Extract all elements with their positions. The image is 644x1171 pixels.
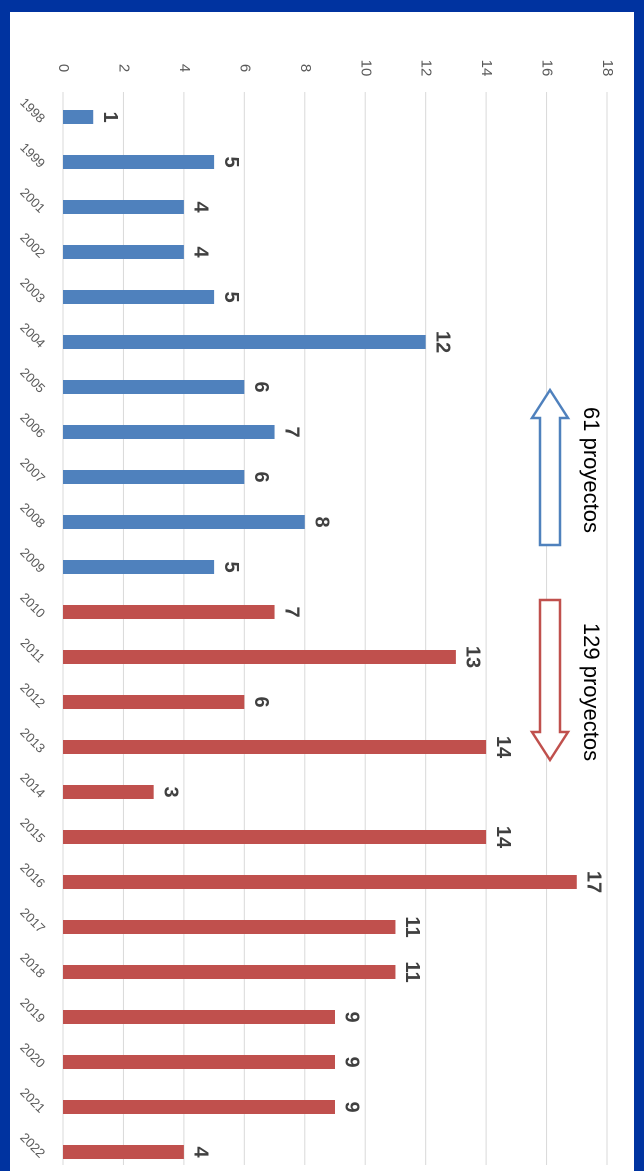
x-tick-label: 2009 bbox=[17, 545, 48, 576]
value-label: 7 bbox=[280, 426, 302, 437]
bar bbox=[63, 245, 184, 259]
x-tick-label: 2011 bbox=[18, 635, 48, 665]
bar bbox=[63, 650, 456, 664]
y-tick-label: 14 bbox=[478, 60, 495, 77]
x-tick-label: 2010 bbox=[17, 590, 48, 621]
bar bbox=[62, 920, 396, 934]
value-label: 6 bbox=[250, 381, 272, 392]
bar bbox=[63, 1145, 184, 1159]
bar bbox=[63, 200, 184, 214]
x-tick-label: 1998 bbox=[17, 95, 48, 126]
y-tick-label: 10 bbox=[357, 60, 374, 77]
value-label: 4 bbox=[190, 1146, 212, 1158]
bar bbox=[63, 875, 577, 889]
x-tick-label: 2022 bbox=[17, 1130, 48, 1161]
value-label: 12 bbox=[431, 331, 453, 353]
bar bbox=[63, 1055, 335, 1069]
bar bbox=[63, 335, 426, 349]
bar bbox=[63, 290, 215, 304]
x-tick-label: 2020 bbox=[17, 1040, 48, 1071]
bar bbox=[63, 740, 487, 754]
bar bbox=[63, 110, 94, 124]
bar bbox=[63, 470, 245, 484]
value-label: 1 bbox=[99, 111, 121, 122]
bar bbox=[63, 515, 305, 529]
value-label: 13 bbox=[462, 646, 484, 668]
bar bbox=[63, 695, 245, 709]
bar bbox=[63, 560, 215, 574]
x-tick-label: 2007 bbox=[17, 455, 48, 486]
value-label: 14 bbox=[492, 736, 514, 759]
x-tick-label: 2005 bbox=[17, 365, 48, 396]
value-label: 4 bbox=[190, 246, 212, 258]
x-tick-label: 1999 bbox=[17, 140, 48, 171]
value-label: 14 bbox=[492, 826, 514, 849]
annotation-text: 129 proyectos bbox=[579, 623, 604, 761]
value-label: 5 bbox=[220, 156, 242, 167]
value-label: 3 bbox=[159, 786, 181, 797]
bar bbox=[62, 425, 275, 439]
x-tick-label: 2015 bbox=[17, 815, 48, 846]
bar bbox=[63, 1100, 335, 1114]
x-tick-label: 2008 bbox=[17, 500, 48, 531]
value-label: 9 bbox=[341, 1101, 363, 1112]
y-tick-label: 0 bbox=[55, 64, 72, 72]
value-label: 4 bbox=[190, 201, 212, 213]
x-tick-label: 2019 bbox=[17, 995, 48, 1026]
x-tick-label: 2021 bbox=[17, 1085, 48, 1116]
annotation-arrow bbox=[529, 598, 571, 763]
x-tick-label: 2013 bbox=[17, 725, 48, 756]
x-tick-label: 2004 bbox=[17, 320, 48, 351]
value-label: 6 bbox=[250, 696, 272, 707]
value-label: 9 bbox=[341, 1056, 363, 1067]
x-tick-label: 2018 bbox=[17, 950, 48, 981]
value-label: 6 bbox=[250, 471, 272, 482]
bar bbox=[63, 830, 487, 844]
y-tick-label: 18 bbox=[599, 60, 616, 77]
value-label: 5 bbox=[220, 561, 242, 572]
y-tick-label: 16 bbox=[539, 60, 556, 77]
y-tick-label: 6 bbox=[236, 64, 253, 72]
value-label: 7 bbox=[280, 606, 302, 617]
value-label: 11 bbox=[401, 961, 423, 982]
annotation-text: 61 proyectos bbox=[579, 407, 604, 533]
bar bbox=[62, 785, 154, 799]
y-tick-label: 4 bbox=[176, 64, 193, 72]
bar bbox=[62, 605, 275, 619]
bar bbox=[63, 1010, 335, 1024]
x-tick-label: 2014 bbox=[17, 770, 48, 801]
x-tick-label: 2012 bbox=[17, 680, 48, 711]
value-label: 9 bbox=[341, 1011, 363, 1022]
y-tick-label: 12 bbox=[418, 60, 435, 77]
bar bbox=[62, 965, 396, 979]
x-tick-label: 2003 bbox=[17, 275, 48, 306]
x-tick-label: 2017 bbox=[17, 905, 48, 936]
x-tick-label: 2002 bbox=[17, 230, 48, 261]
annotation-arrow bbox=[529, 387, 571, 547]
x-tick-label: 2001 bbox=[17, 185, 48, 216]
value-label: 5 bbox=[220, 291, 242, 302]
bar bbox=[63, 380, 245, 394]
x-tick-label: 2016 bbox=[17, 860, 48, 891]
y-tick-label: 8 bbox=[297, 64, 314, 72]
value-label: 8 bbox=[310, 516, 332, 527]
x-tick-label: 2006 bbox=[17, 410, 48, 441]
value-label: 17 bbox=[582, 871, 604, 893]
bar bbox=[63, 155, 215, 169]
value-label: 11 bbox=[401, 916, 423, 937]
y-tick-label: 2 bbox=[115, 64, 132, 72]
